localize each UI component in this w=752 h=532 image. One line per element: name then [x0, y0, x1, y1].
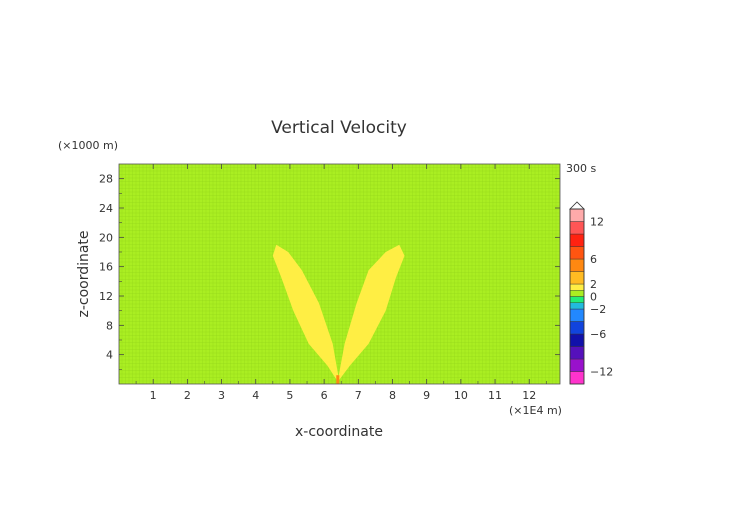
colorbar-band: [569, 283, 585, 291]
x-tick-label: 2: [184, 389, 191, 402]
colorbar-band: [569, 246, 585, 260]
y-tick-label: 8: [106, 319, 113, 332]
time-label: 300 s: [566, 162, 596, 175]
plot-frame: [118, 163, 561, 385]
x-unit-label: (×1E4 m): [509, 404, 562, 417]
x-tick-label: 1: [150, 389, 157, 402]
plot-area: [118, 163, 561, 385]
y-axis-label: z-coordinate: [76, 230, 92, 317]
x-tick-label: 5: [286, 389, 293, 402]
colorbar-band: [569, 290, 585, 297]
colorbar-band: [569, 321, 585, 335]
colorbar-label: −6: [590, 328, 606, 341]
colorbar-band: [569, 233, 585, 247]
colorbar-band: [569, 271, 585, 285]
x-tick-label: 4: [252, 389, 259, 402]
x-tick-label: 11: [488, 389, 502, 402]
x-tick-label: 9: [423, 389, 430, 402]
colorbar-band: [569, 221, 585, 235]
colorbar-band: [569, 296, 585, 303]
x-tick-label: 12: [522, 389, 536, 402]
plot-grid: [119, 164, 560, 384]
plot-background: [119, 164, 560, 384]
x-tick-label: 8: [389, 389, 396, 402]
colorbar-band: [569, 302, 585, 310]
x-tick-label: 7: [355, 389, 362, 402]
velocity-features: [272, 244, 405, 384]
colorbar-label: 12: [590, 216, 604, 229]
colorbar-band: [569, 208, 585, 222]
y-tick-label: 24: [99, 202, 113, 215]
colorbar-label: −2: [590, 303, 606, 316]
x-tick-label: 10: [454, 389, 468, 402]
colorbar-band: [569, 258, 585, 272]
x-tick-label: 3: [218, 389, 225, 402]
colorbar-label: 2: [590, 278, 597, 291]
colorbar-band: [569, 346, 585, 360]
colorbar-frame: [569, 208, 585, 385]
colorbar-label: 6: [590, 253, 597, 266]
y-tick-label: 12: [99, 290, 113, 303]
feature-source-cell: [336, 375, 340, 384]
colorbar-band: [569, 333, 585, 347]
colorbar-overflow-arrow: [569, 201, 585, 210]
feature-right-lobe: [337, 244, 405, 382]
chart-title: Vertical Velocity: [271, 118, 407, 138]
colorbar-band: [569, 371, 585, 385]
y-tick-label: 20: [99, 231, 113, 244]
colorbar-label: 0: [590, 291, 597, 304]
y-tick-label: 4: [106, 349, 113, 362]
colorbar: 12 6 20−2 −6 −12: [569, 201, 613, 385]
colorbar-label: −12: [590, 366, 613, 379]
y-unit-label: (×1000 m): [58, 139, 118, 152]
colorbar-band: [569, 308, 585, 322]
x-axis: 1 2 3 4 5 6 7 8 9 10 11 12: [135, 164, 547, 402]
colorbar-band: [569, 358, 585, 372]
x-axis-label: x-coordinate: [295, 424, 383, 440]
y-tick-label: 28: [99, 173, 113, 186]
y-axis: 4 8 12 16 20 24 28: [99, 173, 560, 370]
y-tick-label: 16: [99, 261, 113, 274]
feature-left-lobe: [272, 244, 339, 382]
x-tick-label: 6: [321, 389, 328, 402]
